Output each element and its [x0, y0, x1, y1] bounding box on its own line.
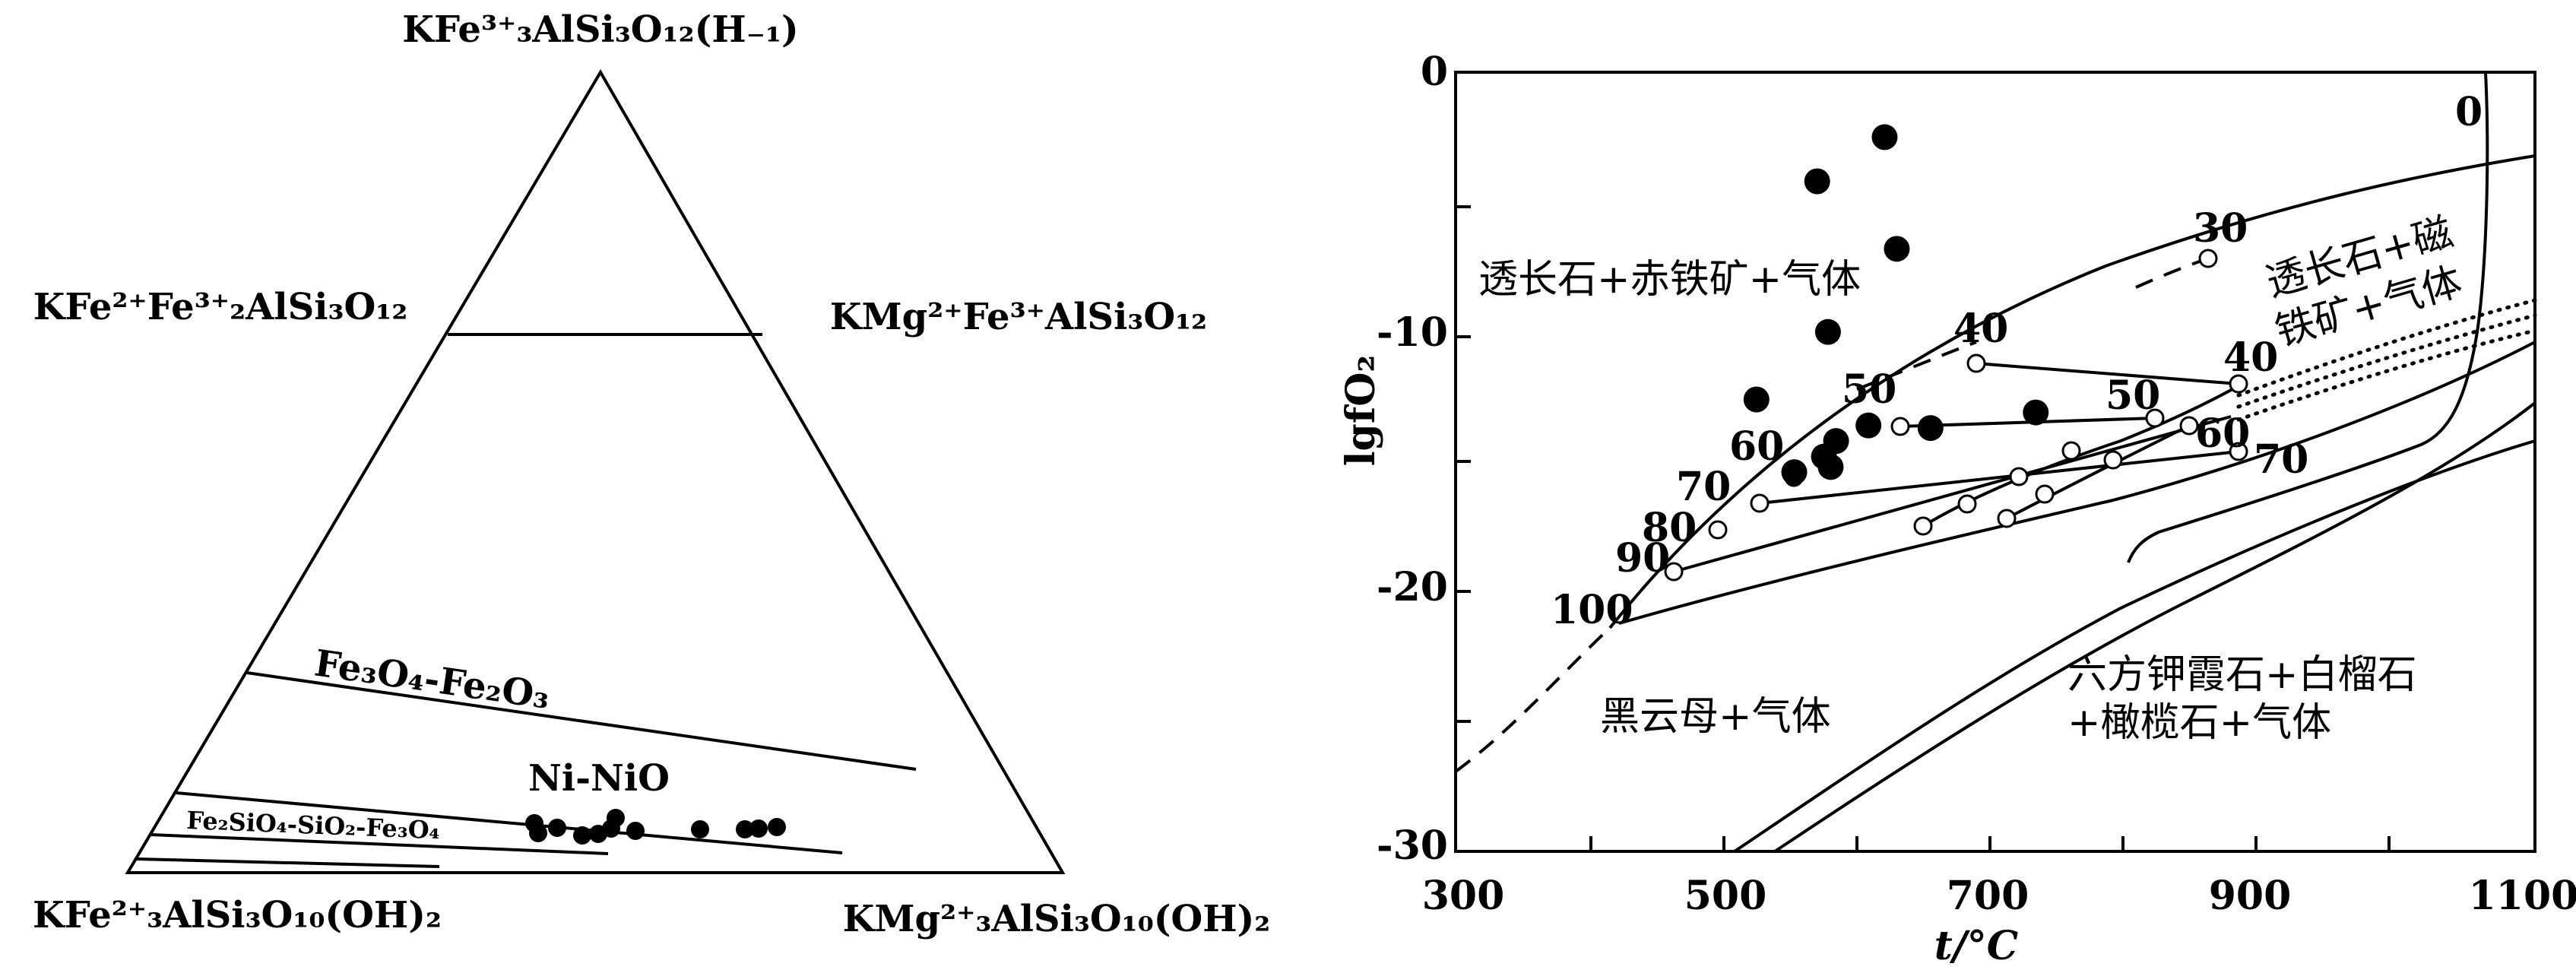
sample-point: [1884, 236, 1910, 262]
isopleth-label: 60: [2195, 410, 2250, 457]
y-tick-label: -20: [1377, 564, 1448, 610]
buffer-nno-label: Ni-NiO: [528, 757, 670, 800]
isopleth-marker: [1750, 493, 1770, 513]
x-tick-label: 500: [1684, 873, 1767, 919]
sample-point: [1917, 415, 1944, 442]
isopleth-marker: [2198, 249, 2218, 268]
isopleth-90: [1673, 415, 2232, 573]
isopleth-marker: [1966, 353, 1986, 373]
sample-point: [1855, 412, 1882, 439]
dashed-extension-upper: [1856, 341, 1977, 391]
dotted-line-1: [2236, 298, 2537, 398]
isopleth-label: 40: [1953, 306, 2008, 352]
dashed-top-right: [2135, 257, 2209, 289]
isopleth-label: 50: [1842, 366, 1896, 413]
isopleth-label: 70: [2254, 436, 2308, 483]
sample-point: [548, 819, 566, 837]
isopleth-label: 50: [2105, 372, 2160, 419]
isopleth-label: 80: [1642, 505, 1697, 551]
bottom-left-label: KFe²⁺₃AlSi₃O₁₀(OH)₂: [33, 894, 442, 937]
isopleth-marker: [2179, 416, 2199, 436]
sample-point: [573, 826, 591, 845]
ternary-samples: [525, 809, 786, 845]
isopleth-label: 60: [1729, 423, 1784, 470]
buffer-mh-label: Fe₃O₄-Fe₂O₃: [312, 642, 552, 718]
isopleth-marker: [2229, 442, 2248, 461]
isopleth-marker: [1913, 516, 1933, 536]
field-label-sanidine-hematite: 透长石+赤铁矿+气体: [1478, 257, 1861, 303]
ternary-triangle: [125, 69, 1066, 874]
x-tick-label: 900: [2209, 873, 2292, 919]
sample-point: [1814, 319, 1841, 345]
sample-point: [768, 818, 786, 836]
sample-point: [529, 824, 547, 842]
isopleth-marker: [2009, 467, 2029, 486]
buffer-line-lower: [136, 857, 440, 868]
curve-b: [2006, 424, 2190, 520]
isopleth-label: 40: [2223, 334, 2278, 381]
x-tick-label: 700: [1947, 873, 2029, 919]
buffer-line-fmq: [150, 833, 609, 855]
boundary-upper: [1608, 154, 2536, 629]
y-tick-label: 0: [1421, 49, 1448, 95]
sample-point: [626, 822, 645, 840]
field-label-kalsilite-1: 六方钾霞石+白榴石: [2067, 652, 2417, 698]
x-axis-label: t/°C: [1934, 923, 2018, 969]
sample-point: [1781, 459, 1808, 486]
isopleth-marker: [1890, 417, 1910, 436]
isopleth-marker: [2061, 441, 2081, 461]
dotted-line-3: [2236, 328, 2537, 422]
ticks: [1454, 205, 2391, 851]
field-label-biotite: 黑云母+气体: [1600, 694, 1831, 740]
isopleth-70: [1759, 450, 2239, 505]
isopleth-marker: [2103, 450, 2123, 470]
sample-point: [691, 820, 709, 838]
left-side-label: KFe²⁺Fe³⁺₂AlSi₃O₁₂: [33, 286, 408, 328]
sample-point: [2023, 399, 2049, 426]
buffer-line-mh: [246, 671, 917, 771]
isopleth-label: 30: [2193, 205, 2248, 252]
isopleth-marker: [1664, 562, 1684, 582]
isopleth-label: 100: [1551, 587, 1633, 633]
sample-point: [1871, 124, 1898, 151]
isopleth-marker: [1997, 509, 2017, 528]
dotted-line-2: [2236, 313, 2537, 409]
sample-point: [1817, 454, 1844, 480]
isopleth-marker: [2145, 408, 2165, 428]
y-tick-label: -10: [1377, 309, 1448, 356]
sample-point: [749, 819, 768, 838]
phase-curves: [1454, 71, 2537, 853]
isopleth-marker: [2229, 374, 2248, 394]
sample-point: [607, 809, 625, 827]
isopleth-marker: [1708, 520, 1728, 540]
isopleth-40: [1976, 362, 2239, 385]
buffer-line-nno: [176, 791, 843, 854]
isopleth-label: 90: [1615, 535, 1670, 582]
y-tick-label: -30: [1377, 822, 1448, 869]
isopleth-marker: [1957, 494, 1977, 514]
bottom-right-label: KMg²⁺₃AlSi₃O₁₀(OH)₂: [843, 898, 1271, 940]
boundary-lower-1: [1733, 439, 2536, 853]
phase-diagram: 300 500 700 900 1100 0 -10 -20 -30 t/°C …: [1338, 49, 2576, 969]
sample-point: [736, 820, 754, 838]
y-axis-label: lgfO₂: [1338, 355, 1384, 467]
x-tick-label: 300: [1422, 873, 1505, 919]
isopleth-label: 70: [1676, 464, 1731, 510]
isopleth-label: 0: [2455, 89, 2483, 135]
isopleth-marker: [2035, 484, 2055, 504]
boundary-lower-2: [1773, 401, 2536, 853]
x-tick-label: 1100: [2469, 873, 2576, 919]
sample-point: [1743, 386, 1770, 413]
boundary-fo-line: [2127, 71, 2489, 563]
dashed-extension-lower: [1454, 626, 1611, 773]
boundary-mid: [1618, 341, 2536, 625]
right-side-label: KMg²⁺Fe³⁺AlSi₃O₁₂: [830, 296, 1207, 338]
sample-point: [1804, 168, 1830, 195]
sample-points: [1743, 124, 2049, 486]
apex-top-label: KFe³⁺₃AlSi₃O₁₂(H₋₁): [402, 8, 798, 51]
ternary-diagram: KFe³⁺₃AlSi₃O₁₂(H₋₁) KFe²⁺Fe³⁺₂AlSi₃O₁₂ K…: [33, 8, 1270, 940]
field-label-kalsilite-2: +橄榄石+气体: [2067, 700, 2331, 746]
